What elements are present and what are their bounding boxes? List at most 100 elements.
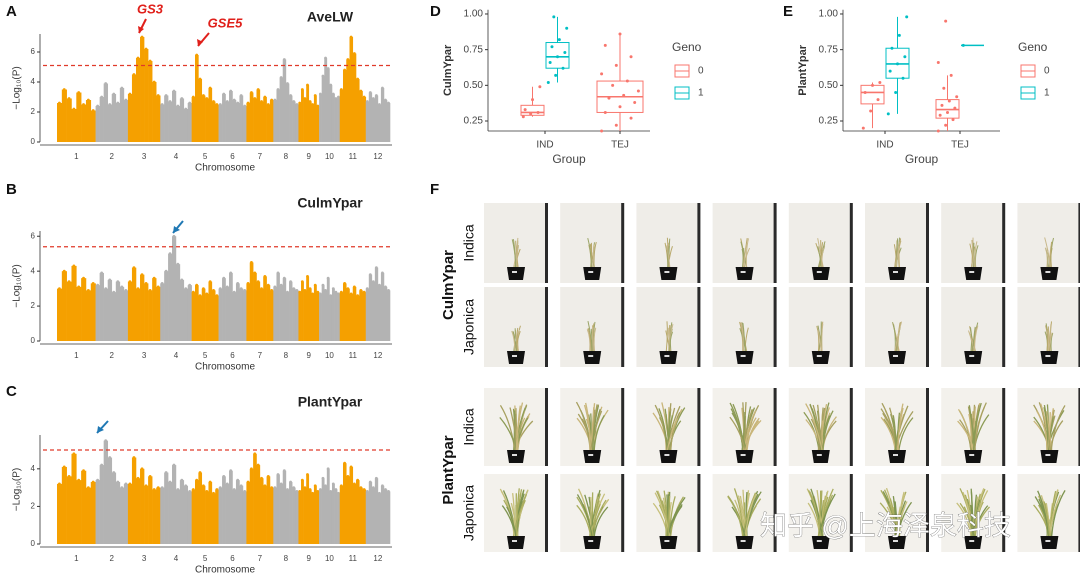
signal-bar	[85, 290, 92, 341]
signal-bar	[57, 483, 63, 544]
signal-dot	[334, 488, 338, 491]
data-point	[886, 112, 890, 116]
signal-bar	[253, 98, 257, 142]
signal-dot	[176, 262, 180, 266]
signal-bar	[160, 283, 165, 341]
pot	[659, 450, 678, 463]
x-tick-label: 11	[349, 351, 358, 360]
signal-dot	[239, 287, 243, 291]
signal-bar	[228, 470, 233, 544]
signal-dot	[120, 285, 124, 289]
signal-dot	[236, 281, 240, 285]
signal-dot	[326, 276, 330, 280]
stem	[665, 321, 668, 352]
signal-bar	[295, 104, 299, 142]
signal-dot	[236, 478, 240, 482]
signal-bar	[339, 485, 344, 544]
signal-bar	[95, 285, 100, 341]
signal-dot	[331, 287, 335, 291]
signal-dot	[124, 288, 128, 292]
signal-bar	[329, 85, 333, 142]
signal-dot	[172, 463, 176, 467]
signal-bar	[235, 103, 240, 142]
signal-bar	[195, 285, 199, 341]
stem	[1047, 328, 1049, 352]
x-tick-label: 8	[284, 554, 289, 563]
signal-dot	[191, 95, 195, 99]
signal-bar	[365, 491, 370, 544]
stem	[516, 327, 519, 352]
signal-dot	[374, 266, 378, 270]
stem	[506, 506, 517, 537]
x-tick-label: 1	[74, 351, 79, 360]
stem	[817, 238, 824, 268]
signal-bar	[123, 290, 129, 341]
signal-dot	[132, 266, 136, 270]
signal-bar	[81, 278, 87, 341]
data-point	[629, 55, 633, 59]
signal-bar	[349, 293, 354, 341]
signal-bar	[269, 100, 274, 142]
signal-bar	[308, 288, 312, 341]
photo-edge	[545, 474, 548, 552]
signal-bar	[111, 94, 117, 142]
signal-dot	[108, 103, 112, 106]
x-tick-label: 1	[74, 554, 79, 563]
stem	[972, 326, 976, 352]
pot	[888, 267, 906, 280]
data-point	[890, 46, 894, 50]
signal-bar	[259, 478, 264, 544]
signal-dot	[276, 473, 280, 476]
signal-bar	[269, 487, 274, 544]
signal-bar	[235, 283, 240, 341]
signal-bar	[380, 272, 385, 341]
data-point	[565, 26, 569, 30]
signal-dot	[295, 489, 299, 493]
signal-bar	[249, 262, 254, 341]
photo-edge	[545, 203, 548, 283]
signal-dot	[316, 489, 320, 493]
y-tick-label: 4	[31, 266, 36, 275]
stem	[666, 418, 678, 451]
signal-bar	[249, 92, 254, 142]
pot	[735, 450, 754, 463]
signal-dot	[144, 47, 148, 51]
data-point	[552, 15, 556, 19]
signal-bar	[215, 104, 219, 142]
data-point	[563, 51, 567, 55]
data-point	[538, 85, 542, 89]
data-point	[896, 62, 899, 66]
signal-bar	[316, 106, 320, 142]
signal-bar	[368, 92, 373, 142]
signal-bar	[298, 103, 302, 142]
signal-bar	[362, 292, 367, 341]
stem	[1037, 490, 1050, 537]
signal-dot	[331, 482, 335, 486]
data-point	[901, 76, 905, 80]
stem	[729, 416, 746, 451]
photo-edge	[849, 388, 853, 466]
signal-dot	[282, 58, 286, 61]
signal-bar	[191, 97, 196, 142]
stem	[668, 325, 672, 352]
signal-dot	[371, 486, 375, 490]
x-tick-label: 3	[142, 152, 147, 161]
stem	[968, 332, 975, 352]
signal-bar	[303, 98, 307, 142]
signal-bar	[319, 293, 322, 341]
pot-tag	[588, 355, 594, 357]
signal-dot	[329, 294, 333, 298]
signal-dot	[112, 471, 116, 474]
signal-bar	[61, 271, 67, 341]
signal-bar	[148, 61, 153, 142]
stem	[511, 330, 516, 352]
signal-dot	[260, 476, 263, 480]
signal-bar	[273, 487, 277, 544]
signal-dot	[256, 280, 260, 284]
signal-dot	[124, 482, 128, 486]
signal-bar	[263, 97, 267, 142]
signal-dot	[273, 98, 277, 102]
signal-bar	[205, 98, 209, 142]
signal-dot	[270, 288, 274, 292]
signal-dot	[215, 103, 219, 106]
